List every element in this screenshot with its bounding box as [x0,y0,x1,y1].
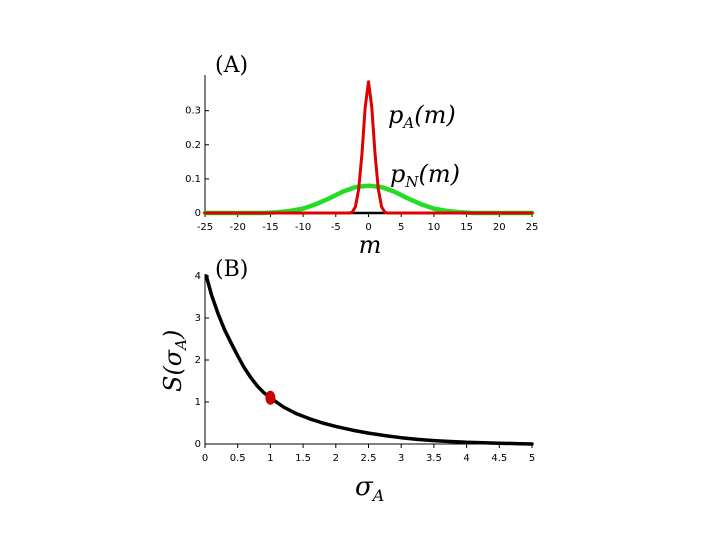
y-axis-label-b-main: S(σ [159,349,187,392]
x-tick-label-a: 15 [460,222,473,233]
panel-label-a: (A) [215,53,248,78]
x-tick-label-a: 10 [428,222,441,233]
series-label-pA-tail: (m) [414,101,455,129]
series-line-pN [202,183,535,216]
y-tick-label-a: 0.3 [185,106,201,117]
series-label-pN-tail: (m) [419,160,460,188]
y-tick-label-a: 0.1 [185,174,201,185]
x-tick-label-b: 0 [202,453,208,464]
series-line-S [204,274,534,446]
series-label-pN-main: p [390,160,405,188]
x-tick-label-a: 5 [398,222,404,233]
panel-label-b: (B) [215,257,248,282]
series-label-pN-sub: N [404,173,419,191]
x-tick-label-b: 2 [333,453,339,464]
series-label-pA-main: p [388,101,403,129]
y-axis-label-b-tail: ) [159,330,187,340]
series-line-pA [203,80,534,215]
highlight-point [265,390,276,405]
y-tick-label-b: 0 [195,439,201,450]
x-tick-label-b: 1.5 [295,453,311,464]
x-tick-label-b: 4 [463,453,469,464]
series-label-pN: pN(m) [390,160,460,191]
x-tick-label-a: -15 [262,222,278,233]
x-tick-label-a: 20 [493,222,506,233]
y-tick-label-b: 2 [195,355,201,366]
y-tick-label-b: 1 [195,397,201,408]
x-tick-label-b: 2.5 [361,453,377,464]
x-axis-label-b-main: σ [355,472,374,502]
x-axis-label-b-sub: A [371,486,385,505]
x-tick-label-b: 4.5 [491,453,507,464]
x-tick-label-a: 25 [526,222,539,233]
x-tick-label-b: 5 [529,453,535,464]
x-axis-label-a: m [359,231,382,259]
series-label-pA: pA(m) [388,101,456,132]
y-axis-label-b: S(σA) [159,330,190,392]
x-tick-label-a: -10 [295,222,311,233]
y-tick-label-a: 0 [195,208,201,219]
x-tick-label-a: -25 [197,222,213,233]
panel-a: -25 -20 -15 -10 -5 0 5 10 15 20 2500.10.20.3(A)pA(… [185,53,538,259]
x-tick-label-b: 0.5 [230,453,246,464]
y-tick-label-b: 4 [195,271,201,282]
x-tick-label-a: -20 [230,222,246,233]
series-label-pA-sub: A [401,114,414,132]
y-tick-label-b: 3 [195,313,201,324]
y-tick-label-a: 0.2 [185,140,201,151]
x-tick-label-a: -5 [331,222,341,233]
x-tick-label-b: 3 [398,453,404,464]
x-tick-label-b: 3.5 [426,453,442,464]
x-axis-label-b: σA [355,472,384,505]
y-axis-label-b-sub: A [172,339,190,352]
x-tick-label-a: 0 [365,222,371,233]
x-tick-label-b: 1 [267,453,273,464]
